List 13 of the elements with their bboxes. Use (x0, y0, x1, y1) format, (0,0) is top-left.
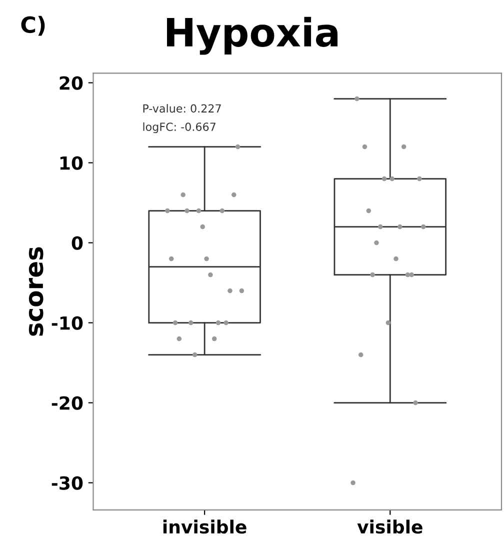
y-axis-title: scores (28, 247, 44, 336)
y-tick-label: -10 (52, 316, 83, 330)
y-tick-label: 20 (60, 76, 83, 90)
y-tick-label: -30 (52, 476, 83, 490)
x-tick-label: invisible (163, 520, 246, 534)
y-tick-label: 0 (72, 236, 83, 250)
chart-title: Hypoxia (167, 16, 338, 55)
y-tick-label: -20 (52, 396, 83, 410)
y-tick-label: 10 (60, 156, 83, 170)
annotation: logFC: -0.667 (143, 122, 216, 134)
x-tick-label: visible (357, 520, 422, 534)
annotation: P-value: 0.227 (143, 104, 221, 113)
text: C) (21, 16, 45, 36)
